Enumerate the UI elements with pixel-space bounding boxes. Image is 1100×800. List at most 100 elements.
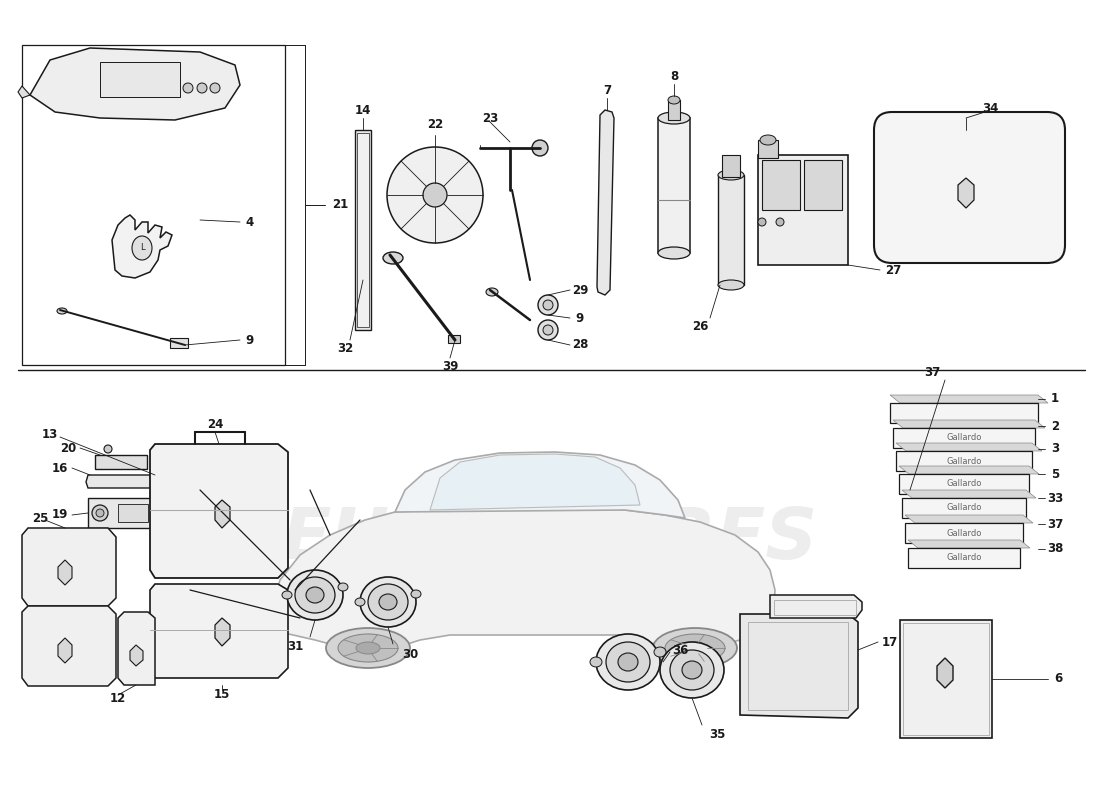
Text: 2: 2 — [1050, 419, 1059, 433]
Ellipse shape — [57, 308, 67, 314]
Bar — [748, 622, 848, 710]
Ellipse shape — [718, 280, 744, 290]
Text: 24: 24 — [207, 418, 223, 430]
Ellipse shape — [338, 634, 398, 662]
Ellipse shape — [368, 584, 408, 620]
Ellipse shape — [306, 587, 324, 603]
Text: EUROSPARES: EUROSPARES — [282, 506, 818, 574]
Bar — [118, 504, 148, 522]
Ellipse shape — [543, 325, 553, 335]
Text: Gallardo: Gallardo — [946, 529, 981, 538]
Polygon shape — [740, 614, 858, 718]
Text: Gallardo: Gallardo — [946, 503, 981, 513]
Text: a passion for parts since 1985: a passion for parts since 1985 — [393, 570, 707, 590]
Ellipse shape — [360, 577, 416, 627]
FancyBboxPatch shape — [874, 112, 1065, 263]
Text: 16: 16 — [52, 462, 68, 474]
Polygon shape — [214, 618, 230, 646]
Polygon shape — [150, 584, 288, 678]
Ellipse shape — [538, 320, 558, 340]
Polygon shape — [958, 178, 974, 208]
Text: 26: 26 — [692, 319, 708, 333]
Ellipse shape — [658, 112, 690, 124]
Ellipse shape — [295, 577, 336, 613]
Text: 9: 9 — [576, 311, 584, 325]
Ellipse shape — [356, 642, 380, 654]
Ellipse shape — [718, 170, 744, 180]
Text: 21: 21 — [332, 198, 348, 211]
Bar — [804, 160, 842, 210]
Ellipse shape — [606, 642, 650, 682]
Polygon shape — [899, 466, 1040, 474]
Ellipse shape — [758, 218, 766, 226]
Polygon shape — [22, 528, 115, 606]
Bar — [758, 155, 848, 265]
Text: 27: 27 — [884, 263, 901, 277]
Bar — [893, 428, 1035, 448]
Polygon shape — [22, 606, 115, 686]
Ellipse shape — [326, 628, 410, 668]
Text: 20: 20 — [59, 442, 76, 454]
Bar — [900, 620, 992, 738]
Text: 35: 35 — [708, 729, 725, 742]
Text: 15: 15 — [213, 689, 230, 702]
Ellipse shape — [210, 83, 220, 93]
Ellipse shape — [197, 83, 207, 93]
Ellipse shape — [532, 140, 548, 156]
Text: 19: 19 — [52, 509, 68, 522]
Ellipse shape — [383, 252, 403, 264]
Bar — [100, 62, 180, 97]
Ellipse shape — [596, 634, 660, 690]
Bar — [908, 548, 1020, 568]
Ellipse shape — [92, 505, 108, 521]
Ellipse shape — [670, 650, 714, 690]
Bar — [899, 474, 1028, 494]
Bar — [722, 155, 740, 177]
Polygon shape — [908, 540, 1030, 548]
Ellipse shape — [654, 647, 666, 657]
Text: 4: 4 — [246, 215, 254, 229]
Text: 13: 13 — [42, 429, 58, 442]
Text: 28: 28 — [572, 338, 588, 351]
Text: 39: 39 — [442, 359, 459, 373]
Ellipse shape — [538, 295, 558, 315]
Ellipse shape — [132, 236, 152, 260]
Text: 38: 38 — [1047, 542, 1064, 555]
Polygon shape — [268, 507, 776, 648]
Text: Gallardo: Gallardo — [946, 479, 981, 489]
Polygon shape — [112, 215, 172, 278]
Bar — [355, 130, 371, 330]
Polygon shape — [58, 560, 72, 585]
Ellipse shape — [618, 653, 638, 671]
Bar — [890, 403, 1038, 423]
Bar — [88, 498, 153, 528]
Polygon shape — [890, 395, 1048, 403]
Bar — [762, 160, 800, 210]
Text: 22: 22 — [427, 118, 443, 131]
Bar — [658, 118, 690, 253]
Text: 3: 3 — [1050, 442, 1059, 455]
Polygon shape — [395, 452, 685, 518]
Text: 37: 37 — [924, 366, 940, 378]
Polygon shape — [214, 500, 230, 528]
Ellipse shape — [666, 634, 725, 662]
Bar — [903, 623, 989, 735]
Polygon shape — [770, 595, 862, 618]
Text: Gallardo: Gallardo — [946, 554, 981, 562]
Text: L: L — [140, 243, 144, 253]
Text: 29: 29 — [572, 283, 588, 297]
Ellipse shape — [287, 570, 343, 620]
Polygon shape — [896, 443, 1042, 451]
Text: 14: 14 — [355, 103, 371, 117]
Bar — [718, 175, 744, 285]
Text: 5: 5 — [1050, 467, 1059, 481]
Ellipse shape — [668, 96, 680, 104]
Text: 30: 30 — [402, 647, 418, 661]
Text: 12: 12 — [110, 691, 126, 705]
Polygon shape — [937, 658, 953, 688]
Text: Gallardo: Gallardo — [946, 457, 981, 466]
Text: 37: 37 — [1047, 518, 1063, 530]
Bar — [902, 498, 1026, 518]
Bar — [170, 338, 188, 348]
Text: 31: 31 — [287, 641, 304, 654]
